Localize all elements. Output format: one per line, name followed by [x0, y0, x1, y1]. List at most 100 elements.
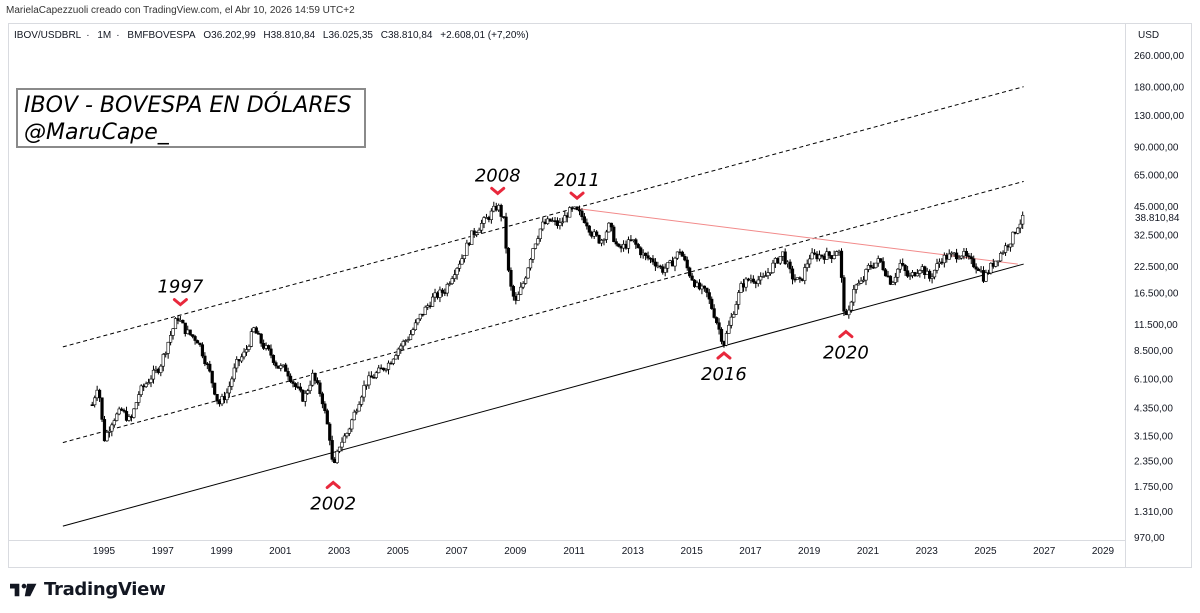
candle-body[interactable]: [313, 372, 317, 381]
candle-body[interactable]: [879, 258, 883, 262]
candle-body[interactable]: [538, 228, 542, 239]
candle-body[interactable]: [783, 251, 787, 265]
candle-body[interactable]: [298, 386, 302, 391]
candle-body[interactable]: [832, 255, 836, 259]
candle-body[interactable]: [137, 394, 141, 403]
candle-body[interactable]: [242, 351, 246, 358]
candle-body[interactable]: [617, 243, 621, 247]
candle-body[interactable]: [359, 396, 364, 405]
candle-body[interactable]: [790, 268, 795, 280]
candle-body[interactable]: [847, 309, 851, 316]
candle-body[interactable]: [808, 258, 812, 265]
candle-body[interactable]: [744, 278, 748, 288]
candle-body[interactable]: [438, 289, 442, 298]
candle-body[interactable]: [702, 285, 706, 289]
candle-body[interactable]: [369, 375, 373, 378]
candle-body[interactable]: [763, 275, 768, 277]
candle-body[interactable]: [198, 342, 202, 345]
candle-body[interactable]: [291, 381, 295, 384]
candle-body[interactable]: [308, 384, 312, 391]
candle-body[interactable]: [817, 254, 822, 260]
candle-body[interactable]: [577, 209, 582, 212]
candle-body[interactable]: [303, 393, 307, 402]
candle-body[interactable]: [751, 278, 755, 283]
candle-body[interactable]: [134, 402, 138, 410]
candle-body[interactable]: [568, 207, 572, 218]
candle-body[interactable]: [411, 329, 415, 335]
candle-body[interactable]: [470, 230, 474, 245]
candle-body[interactable]: [1021, 215, 1025, 225]
candle-body[interactable]: [479, 223, 484, 231]
candle-body[interactable]: [335, 450, 339, 463]
candle-body[interactable]: [408, 334, 413, 340]
candle-body[interactable]: [161, 354, 165, 367]
candle-body[interactable]: [732, 314, 736, 318]
candle-body[interactable]: [325, 410, 329, 425]
candle-body[interactable]: [117, 408, 121, 415]
candle-body[interactable]: [861, 279, 866, 282]
candle-body[interactable]: [455, 267, 459, 275]
candle-body[interactable]: [906, 270, 910, 277]
candle-body[interactable]: [504, 216, 508, 249]
candle-body[interactable]: [122, 409, 126, 412]
candle-body[interactable]: [798, 277, 802, 280]
candle-body[interactable]: [918, 270, 922, 274]
candle-body[interactable]: [93, 397, 97, 406]
candle-body[interactable]: [139, 385, 143, 395]
candle-body[interactable]: [683, 256, 687, 261]
candle-body[interactable]: [854, 284, 858, 290]
candle-body[interactable]: [548, 218, 552, 222]
candle-body[interactable]: [306, 390, 310, 394]
candle-body[interactable]: [849, 301, 853, 311]
candle-body[interactable]: [901, 263, 905, 266]
candle-body[interactable]: [957, 257, 961, 260]
candle-body[interactable]: [235, 359, 239, 369]
candle-body[interactable]: [560, 221, 564, 224]
candle-body[interactable]: [315, 380, 320, 384]
candle-body[interactable]: [839, 250, 844, 278]
candle-body[interactable]: [859, 280, 863, 284]
candle-body[interactable]: [908, 275, 912, 277]
candle-body[interactable]: [269, 348, 273, 356]
candle-body[interactable]: [394, 355, 398, 360]
candle-body[interactable]: [284, 364, 288, 372]
candle-body[interactable]: [771, 262, 775, 273]
candle-body[interactable]: [384, 369, 388, 371]
candle-body[interactable]: [457, 263, 462, 269]
candle-body[interactable]: [734, 304, 738, 315]
candle-body[interactable]: [903, 264, 907, 271]
candle-body[interactable]: [805, 263, 809, 268]
candle-body[interactable]: [717, 322, 721, 330]
candle-body[interactable]: [230, 378, 234, 387]
candle-body[interactable]: [690, 275, 694, 281]
candle-body[interactable]: [587, 225, 591, 233]
candle-body[interactable]: [453, 274, 457, 279]
candle-body[interactable]: [541, 221, 545, 230]
candle-body[interactable]: [609, 222, 613, 228]
candle-body[interactable]: [423, 306, 427, 315]
candle-body[interactable]: [364, 384, 369, 387]
candle-body[interactable]: [932, 269, 937, 278]
candle-body[interactable]: [729, 316, 733, 326]
candle-body[interactable]: [756, 279, 760, 284]
candle-body[interactable]: [374, 372, 378, 378]
candle-body[interactable]: [286, 371, 290, 377]
candle-body[interactable]: [115, 413, 119, 421]
candle-body[interactable]: [249, 331, 254, 347]
candle-body[interactable]: [171, 328, 175, 336]
candle-body[interactable]: [355, 410, 359, 413]
candle-body[interactable]: [124, 411, 129, 421]
candle-body[interactable]: [352, 411, 356, 421]
candle-body[interactable]: [340, 441, 344, 448]
candle-body[interactable]: [719, 329, 724, 342]
candle-body[interactable]: [266, 345, 271, 350]
candle-body[interactable]: [820, 254, 824, 257]
candle-body[interactable]: [759, 276, 763, 281]
candle-body[interactable]: [928, 270, 932, 279]
candle-body[interactable]: [612, 226, 616, 242]
candle-body[interactable]: [183, 322, 187, 334]
candle-body[interactable]: [440, 289, 444, 293]
candle-body[interactable]: [475, 232, 479, 235]
candle-body[interactable]: [293, 383, 298, 387]
candle-body[interactable]: [935, 263, 939, 271]
